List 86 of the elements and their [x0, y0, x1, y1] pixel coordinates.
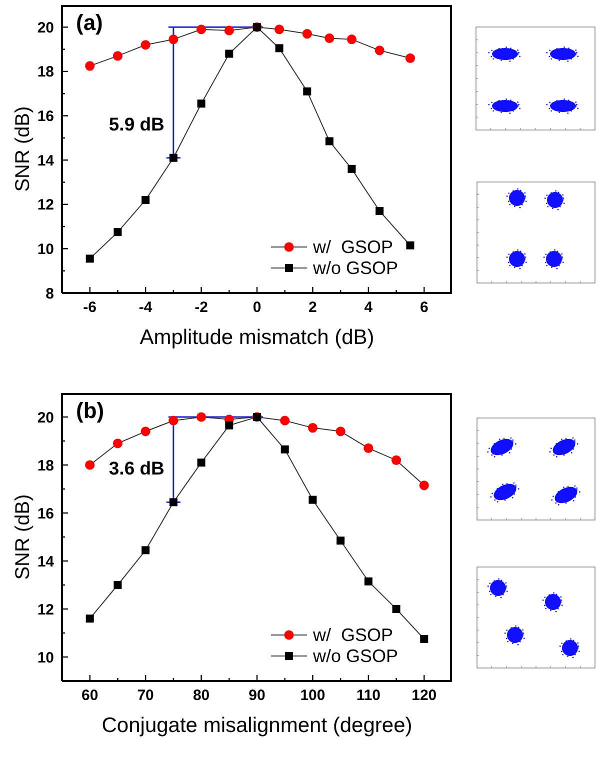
y-tick-label: 10 [37, 240, 54, 258]
point [197, 458, 206, 467]
point [392, 605, 400, 613]
point [346, 34, 357, 44]
point [168, 34, 178, 44]
x-tick-label: 80 [192, 687, 210, 704]
point [336, 426, 346, 436]
point [114, 228, 122, 236]
point [85, 61, 95, 71]
point [324, 33, 334, 44]
x-tick-label: 90 [248, 687, 266, 704]
point [364, 443, 374, 453]
point [112, 51, 123, 61]
point [336, 536, 345, 545]
point [140, 426, 150, 436]
legend-label: w/ GSOP [312, 236, 393, 256]
point [406, 241, 414, 250]
y-tick-label: 12 [37, 601, 54, 618]
y-tick-label: 14 [37, 553, 55, 570]
annotation: (b) [76, 398, 104, 423]
point [197, 100, 206, 108]
y-tick-label: 20 [37, 409, 54, 426]
y-axis-title: SNR (dB) [12, 106, 34, 192]
y-tick-label: 12 [37, 196, 54, 214]
x-tick-label: 110 [356, 687, 381, 704]
y-tick-label: 10 [37, 649, 54, 666]
point [142, 196, 150, 204]
point [112, 438, 123, 448]
point [308, 423, 318, 433]
point [303, 87, 312, 96]
x-tick-label: 70 [137, 687, 154, 704]
point [275, 44, 284, 52]
x-tick-label: -6 [83, 299, 97, 316]
point [376, 207, 384, 216]
point [348, 164, 356, 173]
point [169, 154, 178, 162]
x-tick-label: 120 [412, 687, 437, 704]
legend-label: w/o GSOP [312, 258, 398, 278]
y-tick-label: 18 [37, 457, 54, 474]
x-tick-label: -2 [194, 299, 208, 316]
point [374, 46, 384, 56]
x-tick-label: 6 [420, 299, 428, 316]
y-tick-label: 14 [37, 152, 55, 170]
point [140, 40, 150, 50]
point [85, 460, 95, 470]
annotation: (a) [76, 10, 103, 35]
y-tick-label: 16 [37, 505, 54, 522]
point [225, 421, 234, 430]
y-tick-label: 18 [37, 64, 54, 81]
point [280, 445, 289, 454]
point [169, 498, 178, 506]
point [364, 577, 372, 586]
legend-label: w/o GSOP [312, 646, 398, 666]
annotation: 5.9 dB [108, 113, 164, 134]
legend-label: w/ GSOP [312, 624, 393, 644]
point [86, 254, 94, 263]
y-tick-label: 20 [37, 19, 54, 36]
point [142, 546, 150, 554]
x-tick-label: 100 [300, 687, 326, 704]
point [302, 29, 312, 39]
point [308, 496, 317, 504]
point [405, 53, 416, 63]
point [86, 614, 94, 623]
point [391, 455, 402, 465]
y-tick-label: 16 [37, 108, 54, 126]
x-axis-title: Amplitude mismatch (dB) [140, 326, 374, 349]
point [168, 416, 178, 426]
x-tick-label: 0 [252, 299, 262, 316]
point [274, 24, 284, 34]
point [420, 635, 428, 643]
x-axis-title: Conjugate misalignment (degree) [102, 714, 412, 737]
x-tick-label: 60 [82, 687, 98, 704]
x-tick-label: 4 [364, 299, 374, 316]
y-tick-label: 8 [46, 285, 54, 302]
point [196, 24, 206, 34]
point [225, 50, 234, 58]
y-axis-title: SNR (dB) [12, 494, 34, 580]
point [419, 480, 429, 490]
annotation: 3.6 dB [108, 458, 164, 479]
point [280, 416, 290, 426]
x-tick-label: 2 [308, 299, 317, 316]
point [224, 26, 234, 36]
point [325, 137, 334, 146]
x-tick-label: -4 [138, 299, 153, 316]
point [196, 412, 206, 422]
point [114, 581, 122, 589]
